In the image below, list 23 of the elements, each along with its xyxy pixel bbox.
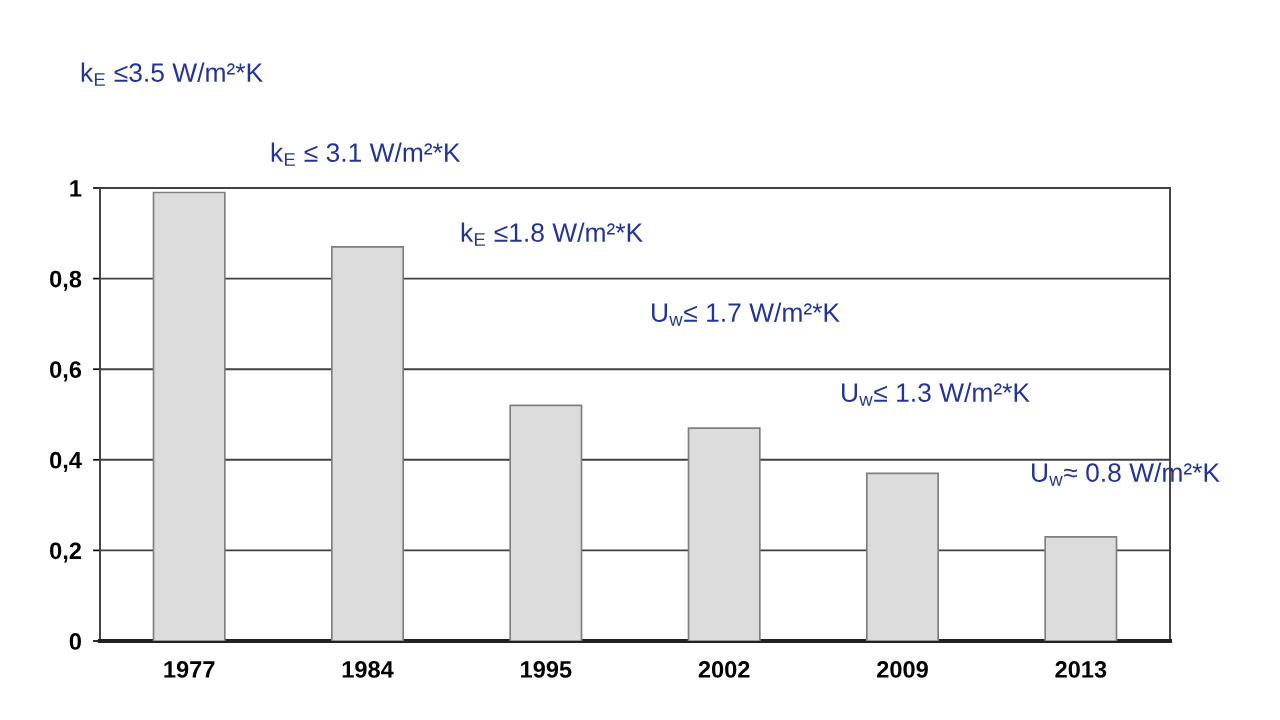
bar	[1044, 535, 1118, 641]
y-tick-label: 0	[69, 633, 81, 650]
x-tick-label: 2013	[1055, 661, 1107, 678]
bar	[865, 472, 940, 641]
x-tick-label: 1984	[342, 661, 394, 678]
bar	[330, 246, 405, 641]
x-tick-label: 1977	[164, 661, 215, 678]
x-tick-label: 1995	[521, 661, 572, 678]
annotation: U$_{w}$≤ 1.3 W/m²*K	[842, 382, 1030, 406]
bar	[509, 404, 583, 641]
x-tick-label: 2002	[698, 661, 750, 678]
y-tick-label: 0,6	[50, 361, 82, 382]
annotation: U$_{w}$≤ 1.7 W/m²*K	[652, 302, 840, 326]
y-tick-label: 0,4	[50, 451, 82, 473]
bar	[687, 427, 761, 641]
y-tick-label: 1	[70, 180, 82, 197]
bar	[152, 191, 226, 641]
y-tick-label: 0,8	[50, 270, 82, 291]
y-tick-label: 0,2	[50, 542, 81, 563]
x-tick-label: 2009	[877, 661, 928, 678]
annotation: k$_{E}$ ≤1.8 W/m²*K	[461, 222, 643, 246]
text: k$_{E}$ ≤3.5 W/m²*K	[81, 62, 263, 86]
text: k$_{E}$ ≤ 3.1 W/m²*K	[271, 142, 461, 166]
